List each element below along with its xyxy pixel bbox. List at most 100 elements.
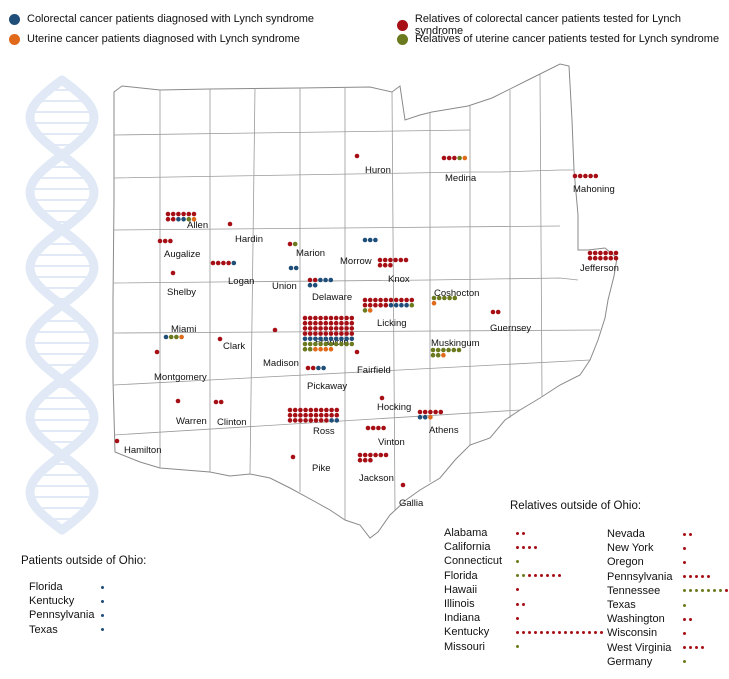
relative-outside-state-label: Tennessee — [607, 584, 661, 597]
dot-uterine-patient-allen — [191, 216, 197, 222]
county-label-fairfield: Fairfield — [357, 365, 391, 376]
dot-colorectal-relative-augalize — [162, 238, 168, 244]
dna-strand — [25, 75, 99, 535]
dot-colorectal-relative-athens — [417, 409, 423, 415]
dot-colorectal-relative — [516, 588, 519, 592]
dot-colorectal-relative — [516, 545, 519, 549]
relatives-outside-list-right: Nevada New York Oregon Pennsylvania Tennesse… — [607, 527, 728, 669]
dot-uterine-patient-coshocton — [431, 300, 437, 306]
dot-colorectal-relative-jefferson — [587, 250, 593, 256]
dot-colorectal-relative-athens — [438, 409, 444, 415]
relative-outside-state-label: Oregon — [607, 556, 644, 569]
dot-uterine-relative-muskingum — [451, 347, 457, 353]
dot-colorectal-relative — [576, 630, 579, 634]
dot-colorectal-relative — [522, 602, 525, 606]
dot-colorectal-relative — [528, 545, 531, 549]
dot-colorectal-relative-ross — [308, 412, 314, 418]
dot-colorectal-relative-clinton — [213, 399, 219, 405]
dot-colorectal-relative-delaware — [307, 277, 313, 283]
dot-colorectal-relative — [689, 617, 692, 621]
dot-uterine-relative-muskingum — [435, 347, 441, 353]
relative-outside-state-label: Florida — [444, 569, 478, 582]
dot-colorectal-relative-logan — [221, 260, 226, 266]
dot-colorectal-relative-ross — [318, 418, 324, 423]
relative-outside-row: West Virginia — [607, 641, 728, 655]
legend-dot-uterine-patient — [9, 33, 20, 45]
dot-uterine-relative — [516, 574, 519, 578]
relative-outside-state-label: Texas — [607, 598, 636, 611]
relative-outside-row: Nevada — [607, 527, 728, 541]
dot-colorectal-relative-jefferson — [613, 255, 619, 261]
county-label-allen: Allen — [187, 220, 208, 231]
dot-colorectal-patient-licking — [404, 302, 409, 308]
county-label-logan: Logan — [228, 276, 254, 287]
patient-outside-state-label: Florida — [29, 581, 63, 593]
dot-colorectal-relative — [558, 630, 561, 634]
dot-colorectal-patient-athens — [417, 414, 423, 420]
dot-colorectal-relative-licking — [404, 297, 409, 303]
dot-colorectal-relative-vinton — [370, 425, 376, 431]
county-boundaries — [113, 73, 601, 520]
dot-uterine-relative-franklin — [323, 341, 329, 347]
dot-colorectal-relative-franklin — [339, 315, 344, 321]
dot-colorectal-relative-licking — [373, 302, 378, 308]
relative-outside-dots — [683, 631, 686, 635]
dot-uterine-relative-coshocton — [442, 295, 447, 301]
dot-colorectal-relative-franklin — [349, 315, 355, 321]
dot-colorectal-relative-delaware — [312, 277, 318, 283]
dot-colorectal-relative — [528, 630, 531, 634]
relative-outside-dots — [516, 645, 519, 649]
relative-outside-dots — [516, 531, 525, 535]
relative-outside-state-label: Germany — [607, 655, 653, 668]
relative-outside-row: Oregon — [607, 555, 728, 569]
dot-colorectal-relative-licking — [378, 302, 383, 308]
dot-colorectal-relative — [695, 575, 698, 579]
dot-colorectal-relative-athens — [422, 409, 428, 415]
county-label-delaware: Delaware — [312, 292, 352, 303]
dot-colorectal-relative-jackson — [378, 452, 384, 458]
dot-colorectal-relative-ross — [324, 418, 329, 423]
legend-label: Relatives of uterine cancer patients tes… — [415, 33, 720, 45]
legend-dot-uterine-relative — [397, 33, 408, 45]
county-label-gallia: Gallia — [399, 498, 424, 509]
dot-colorectal-relative — [594, 630, 597, 634]
dot-uterine-relative-muskingum — [430, 352, 436, 358]
dot-colorectal-relative-ross — [298, 418, 303, 423]
dot-colorectal-relative — [600, 630, 603, 634]
relative-outside-dots — [683, 617, 692, 621]
dot-colorectal-relative — [683, 646, 686, 650]
dot-colorectal-relative-ross — [303, 412, 308, 418]
dot-colorectal-patient-franklin — [328, 336, 334, 342]
dot-colorectal-relative-ross — [313, 418, 319, 423]
county-label-coshocton: Coshocton — [434, 288, 479, 299]
dot-colorectal-relative-montgomery — [154, 349, 160, 355]
dot-colorectal-relative-ross — [298, 407, 303, 413]
dot-uterine-relative-franklin — [307, 341, 313, 347]
dot-colorectal-relative-ross — [303, 407, 308, 413]
relative-outside-row: Texas — [607, 598, 728, 612]
dot-colorectal-relative-guernsey — [490, 309, 496, 315]
relative-outside-row: Tennessee — [607, 584, 728, 598]
dot-colorectal-relative — [564, 630, 567, 634]
dot-colorectal-relative — [695, 646, 698, 650]
dot-colorectal-patient-morrow — [367, 237, 373, 243]
dot-colorectal-relative-ross — [324, 407, 329, 413]
dot-colorectal-relative-jackson — [368, 457, 373, 463]
relative-outside-dots — [683, 660, 686, 664]
dot-colorectal-relative-vinton — [376, 425, 381, 431]
dot-colorectal-relative-allen — [186, 211, 192, 217]
dot-uterine-relative-franklin — [328, 341, 334, 347]
dot-colorectal-relative-ross — [318, 407, 324, 413]
dot-uterine-relative-medina — [457, 155, 462, 161]
dot-colorectal-relative — [516, 616, 519, 620]
relative-outside-dots — [683, 532, 692, 536]
dot-colorectal-patient-miami — [163, 334, 169, 340]
county-label-jefferson: Jefferson — [580, 263, 619, 274]
dot-colorectal-relative-licking — [362, 302, 368, 308]
county-label-knox: Knox — [388, 274, 410, 285]
county-label-montgomery: Montgomery — [154, 372, 207, 383]
relatives-outside-list-left: Alabama California Connecticut Florida Hawai… — [444, 526, 603, 654]
relative-outside-dots — [683, 646, 704, 650]
dot-colorectal-patient-union — [293, 265, 299, 271]
dot-uterine-relative-franklin — [302, 346, 308, 352]
